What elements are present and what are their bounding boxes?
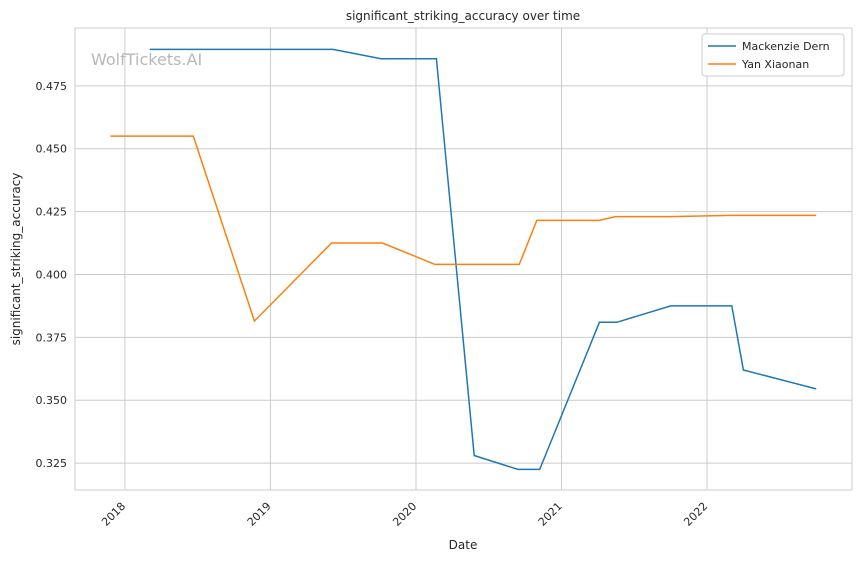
plot-area-frame (74, 27, 853, 491)
series-line-yan-xiaonan (110, 135, 817, 323)
x-tick-label: 2020 (390, 500, 419, 529)
y-tick-label: 0.350 (36, 394, 68, 407)
y-tick-label: 0.400 (36, 268, 68, 281)
x-axis-label: Date (449, 538, 478, 552)
y-tick-label: 0.425 (36, 206, 68, 219)
y-axis-label: significant_striking_accuracy (9, 173, 23, 346)
x-tick-label: 2022 (681, 500, 710, 529)
tick-labels: 2018 2019 2020 2021 2022 0.325 0.350 0.375 0.400… (36, 80, 711, 529)
x-tick-label: 2018 (99, 500, 128, 529)
legend-box (701, 33, 845, 77)
series-lines (110, 48, 817, 471)
legend: Mackenzie Dern Yan Xiaonan (701, 33, 845, 77)
y-tick-label: 0.375 (36, 331, 68, 344)
y-tick-label: 0.475 (36, 80, 68, 93)
x-tick-label: 2021 (536, 500, 565, 529)
watermark: WolfTickets.AI (91, 50, 202, 69)
y-tick-label: 0.325 (36, 457, 68, 470)
y-tick-label: 0.450 (36, 143, 68, 156)
x-tick-label: 2019 (245, 500, 274, 529)
series-line-mackenzie-dern (149, 48, 817, 471)
legend-label-yan: Yan Xiaonan (741, 58, 809, 71)
grid (75, 28, 852, 490)
chart-title: significant_striking_accuracy over time (346, 9, 580, 23)
legend-label-dern: Mackenzie Dern (742, 40, 830, 53)
